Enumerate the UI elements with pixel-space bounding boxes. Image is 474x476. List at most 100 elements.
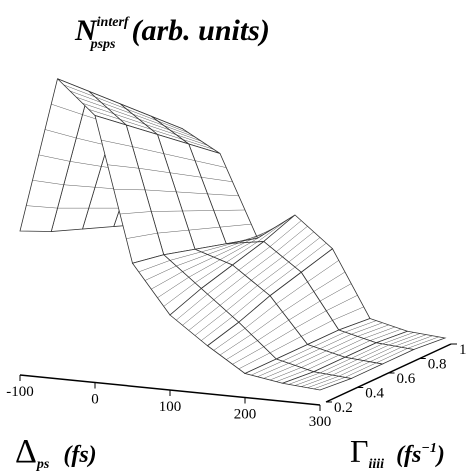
- wire: [226, 241, 258, 263]
- wire: [313, 331, 346, 347]
- wire: [251, 311, 283, 335]
- wire: [69, 90, 102, 103]
- wire: [69, 161, 102, 167]
- wire: [169, 251, 202, 261]
- wire: [394, 334, 427, 347]
- wire: [63, 184, 96, 188]
- y-axis-label: Γiiii (fs−1): [350, 433, 445, 472]
- wire: [51, 103, 83, 115]
- wire: [319, 358, 352, 374]
- x-label-sub: ps: [36, 457, 50, 472]
- wire: [101, 102, 133, 115]
- wire: [388, 333, 421, 346]
- y-label-sub: iiii: [369, 457, 385, 472]
- wire: [344, 320, 377, 333]
- wire: [182, 256, 214, 272]
- wire: [157, 277, 189, 298]
- wire: [176, 293, 208, 321]
- wire: [157, 120, 189, 134]
- wire: [263, 266, 296, 291]
- wire: [307, 260, 339, 283]
- wire: [144, 189, 177, 193]
- y-tick-label: 0.8: [428, 357, 447, 373]
- wire: [338, 340, 371, 356]
- wire: [207, 242, 239, 255]
- wire: [344, 362, 377, 378]
- wire: [232, 290, 264, 317]
- wire: [326, 295, 358, 311]
- wire: [132, 113, 164, 126]
- wire: [326, 359, 358, 375]
- wire: [107, 107, 139, 120]
- wire: [257, 319, 289, 341]
- wire: [369, 347, 402, 362]
- wire: [144, 124, 177, 135]
- wire: [288, 300, 321, 321]
- x-axis-label: Δps (fs): [15, 433, 97, 472]
- wire: [226, 340, 258, 360]
- wire: [219, 334, 252, 356]
- wire: [163, 282, 196, 307]
- y-tick-label: 1: [459, 342, 467, 358]
- wire: [376, 348, 408, 364]
- wire: [176, 254, 208, 267]
- wire: [44, 129, 77, 139]
- wire: [151, 271, 183, 290]
- wire: [219, 223, 252, 228]
- wire: [238, 246, 271, 271]
- wire: [357, 344, 389, 360]
- y-tick-label: 0.2: [334, 400, 353, 416]
- wire: [269, 220, 302, 247]
- wire: [363, 326, 396, 339]
- wire: [138, 168, 171, 173]
- wire: [282, 346, 314, 362]
- wire: [188, 259, 221, 278]
- wire: [176, 191, 208, 195]
- wire: [251, 222, 283, 243]
- wire: [294, 242, 327, 268]
- wire: [244, 303, 277, 329]
- wire: [357, 324, 389, 337]
- wire: [263, 328, 296, 347]
- wire: [194, 160, 227, 168]
- y-label-main: Γ: [350, 433, 369, 469]
- wire: [313, 271, 346, 292]
- wire: [201, 243, 233, 253]
- wire: [319, 283, 352, 302]
- wire: [119, 119, 152, 130]
- wire: [138, 260, 171, 273]
- wire: [363, 345, 396, 361]
- wire: [88, 109, 121, 120]
- wire: [269, 367, 302, 381]
- wire: [244, 226, 277, 243]
- wire: [313, 377, 346, 390]
- wire: [301, 374, 333, 387]
- wire: [26, 205, 58, 209]
- wire: [332, 306, 364, 321]
- wire: [251, 256, 283, 281]
- wire: [382, 332, 414, 345]
- x-tick-label: 300: [309, 414, 332, 430]
- wire: [351, 322, 383, 335]
- wire: [263, 365, 296, 379]
- wire: [401, 335, 433, 348]
- y-label-end: ): [435, 442, 445, 468]
- wire: [176, 134, 208, 146]
- wire: [207, 269, 239, 295]
- wire: [194, 310, 227, 336]
- wire: [32, 180, 64, 185]
- y-label-rest: (fs: [396, 442, 421, 468]
- title-main: N: [74, 14, 98, 47]
- wire: [207, 193, 239, 197]
- wire: [126, 108, 158, 122]
- wire: [182, 210, 214, 212]
- wire: [251, 360, 283, 376]
- wire: [163, 153, 196, 161]
- wire: [269, 336, 302, 354]
- title-sup: interf: [97, 15, 130, 30]
- wire: [213, 242, 246, 258]
- wire: [332, 360, 364, 376]
- wire: [294, 350, 327, 366]
- wire: [38, 154, 71, 162]
